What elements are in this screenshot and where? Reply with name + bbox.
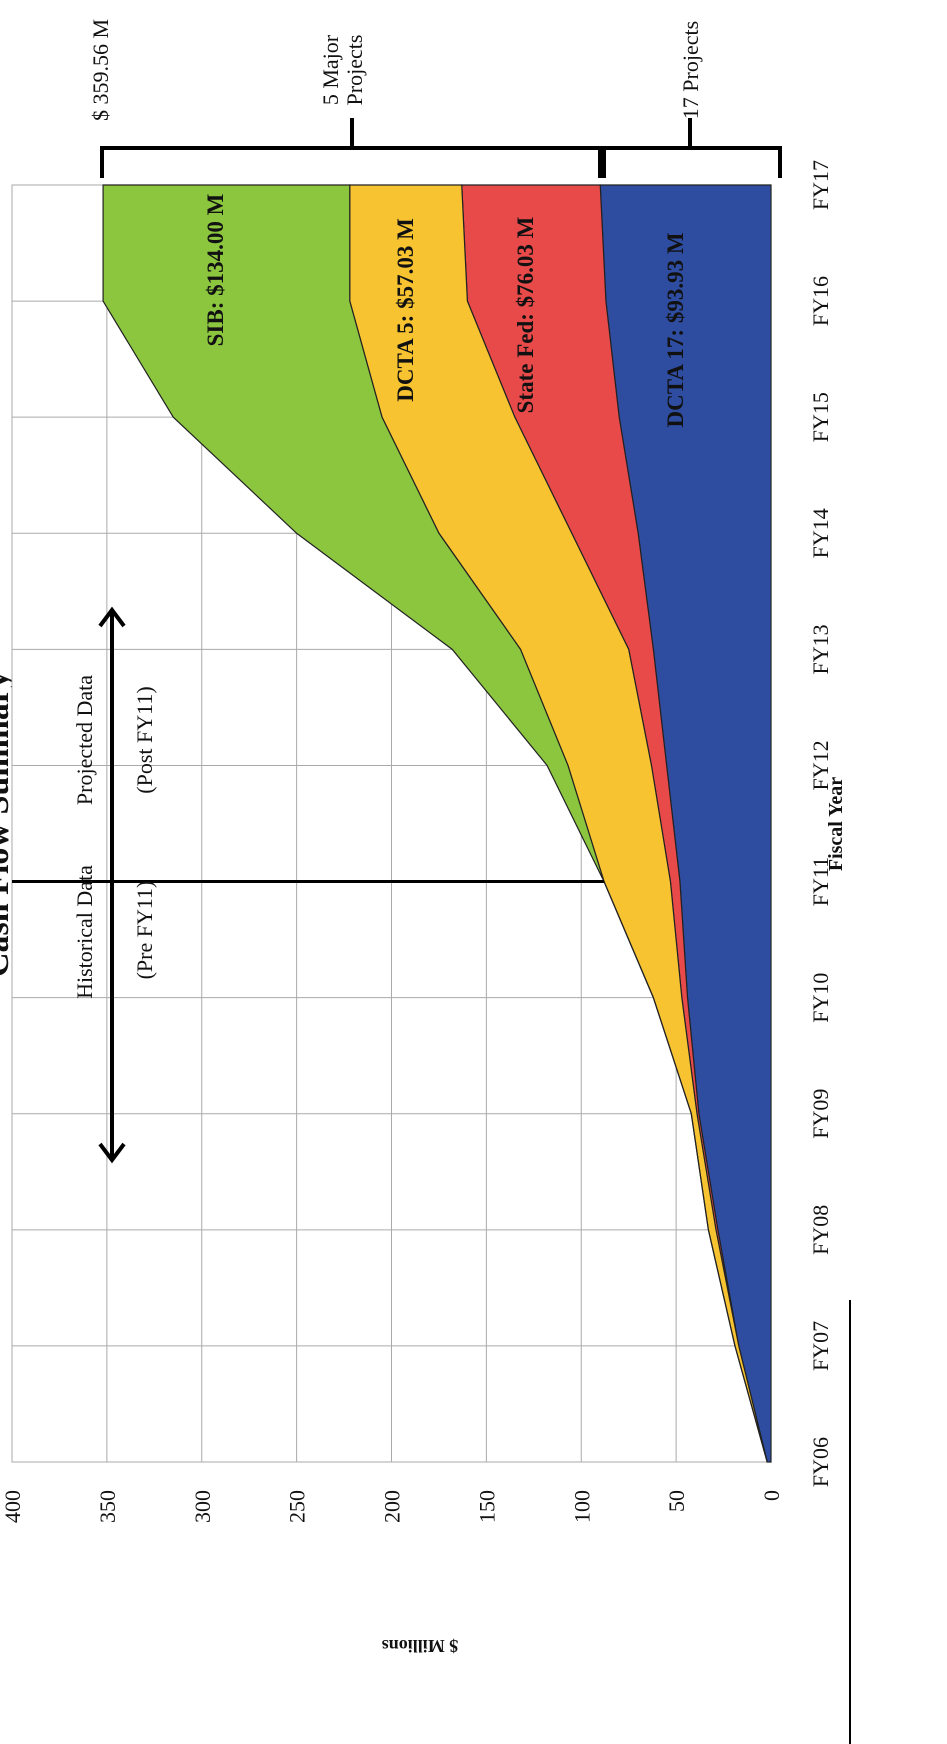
annotation: (Pre FY11) xyxy=(132,881,157,980)
period-arrow xyxy=(98,606,126,1164)
x-tick-label: FY12 xyxy=(808,740,833,790)
x-axis-title: Fiscal Year xyxy=(825,777,847,871)
y-tick-label: 50 xyxy=(664,1490,689,1512)
area-label: SIB: $134.00 M xyxy=(203,193,228,346)
x-tick-label: FY09 xyxy=(808,1089,833,1139)
annotation: Projected Data xyxy=(72,675,97,805)
y-tick-label: 350 xyxy=(95,1490,120,1523)
y-axis-title: $ Millions xyxy=(382,1636,459,1656)
x-tick-label: FY15 xyxy=(808,392,833,442)
annotation: 5 Major xyxy=(318,34,343,105)
annotation: (Post FY11) xyxy=(132,686,157,793)
y-tick-label: 100 xyxy=(569,1490,594,1523)
area-label: DCTA 17: $93.93 M xyxy=(663,232,688,427)
y-tick-label: 150 xyxy=(474,1490,499,1523)
bracket xyxy=(602,118,782,178)
y-tick-label: 0 xyxy=(759,1490,784,1501)
y-tick-label: 200 xyxy=(380,1490,405,1523)
x-tick-label: FY06 xyxy=(808,1437,833,1487)
area-label: DCTA 5: $57.03 M xyxy=(393,218,418,402)
y-tick-label: 250 xyxy=(285,1490,310,1523)
x-tick-label: FY07 xyxy=(808,1321,833,1371)
annotation: 17 Projects xyxy=(678,21,703,119)
x-tick-label: FY14 xyxy=(808,508,833,558)
x-tick-label: FY11 xyxy=(808,857,833,906)
y-tick-label: 400 xyxy=(0,1490,25,1523)
x-tick-label: FY10 xyxy=(808,973,833,1023)
x-tick-label: FY17 xyxy=(808,160,833,210)
rotated-chart: Cash Flow Summary 0501001502002503003504… xyxy=(0,19,851,1744)
y-tick-label: 300 xyxy=(190,1490,215,1523)
annotation: $ 359.56 M xyxy=(88,19,113,121)
annotation: Projects xyxy=(342,35,367,106)
area-label: State Fed: $76.03 M xyxy=(513,216,538,413)
area xyxy=(102,184,768,1463)
annotation: Historical Data xyxy=(72,865,97,999)
x-tick-label: FY08 xyxy=(808,1205,833,1255)
x-tick-label: FY16 xyxy=(808,276,833,326)
bracket xyxy=(100,118,602,178)
x-tick-label: FY13 xyxy=(808,624,833,674)
